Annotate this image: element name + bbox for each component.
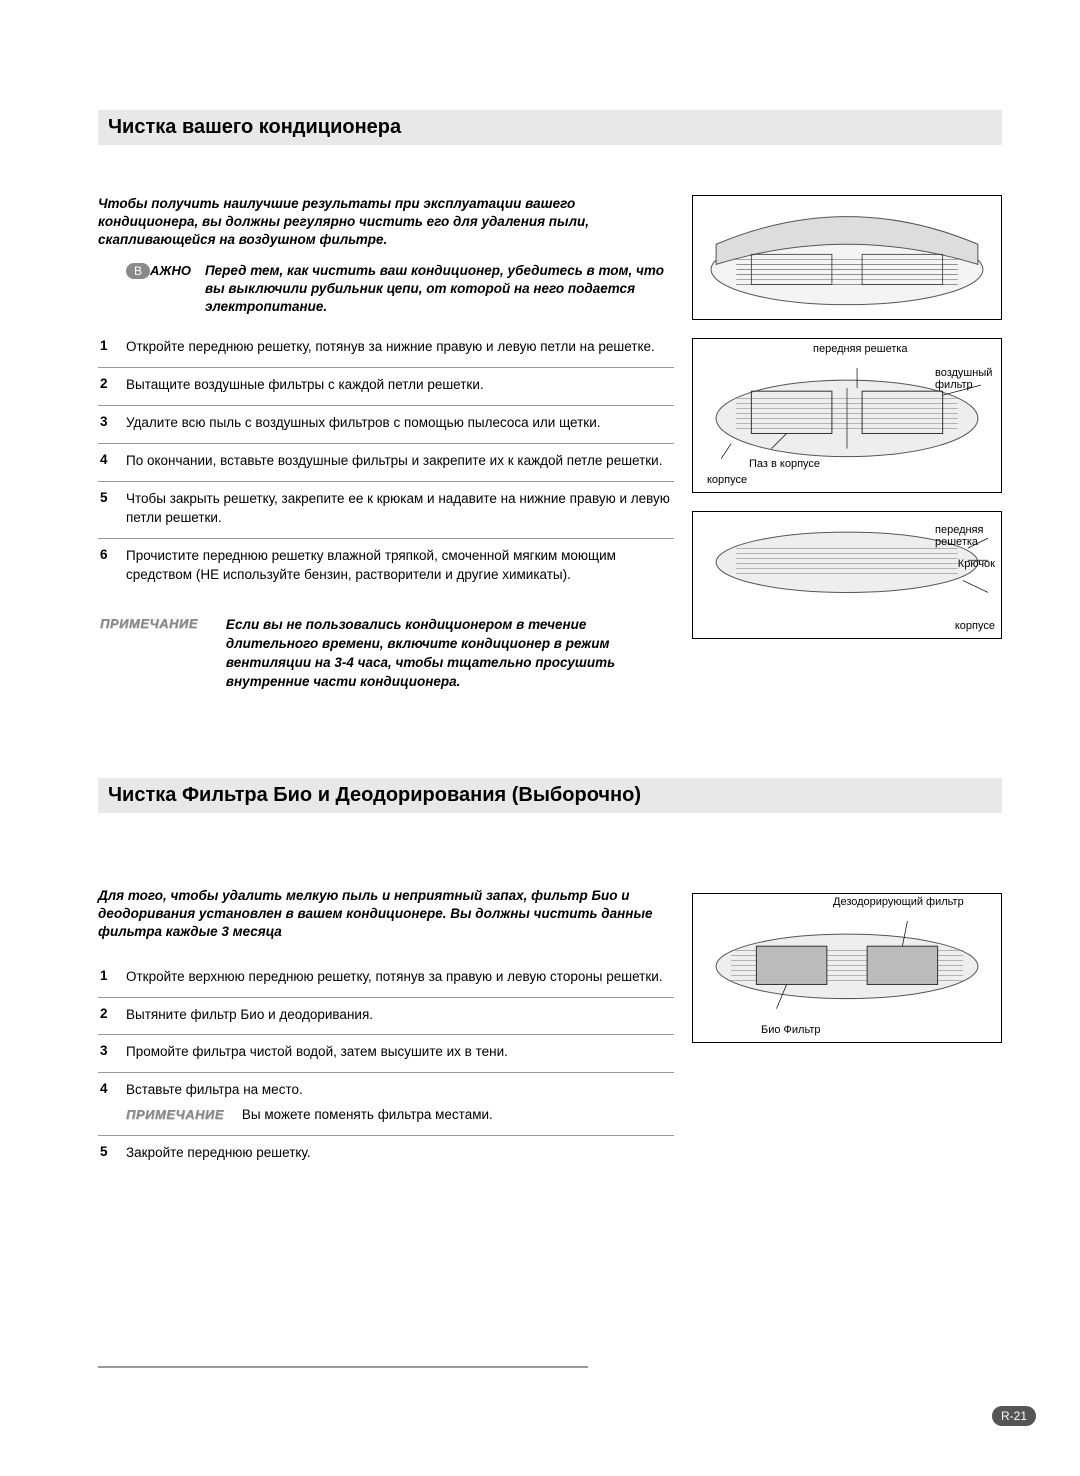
step-num: 3 xyxy=(100,414,116,433)
section1-title: Чистка вашего кондиционера xyxy=(108,116,992,139)
section2-content: Для того, чтобы удалить мелкую пыль и не… xyxy=(98,887,1002,1173)
step4-text: Вставьте фильтра на место. xyxy=(126,1082,303,1097)
step: 4 По окончании, вставьте воздушные фильт… xyxy=(98,444,674,482)
step: 5 Чтобы закрыть решетку, закрепите ее к … xyxy=(98,482,674,539)
label-hook: Крючок xyxy=(958,558,995,570)
diagram-ac-open xyxy=(692,195,1002,320)
note-text: Если вы не пользовались кондиционером в … xyxy=(226,616,674,692)
section1-right: передняя решетка воздушный фильтр Паз в … xyxy=(692,195,1002,692)
label-front-grille: передняя решетка xyxy=(813,343,908,355)
step: 3 Промойте фильтра чистой водой, затем в… xyxy=(98,1035,674,1073)
step-num: 5 xyxy=(100,1144,116,1163)
label-body: корпусе xyxy=(707,474,747,486)
label-air-filter: воздушный фильтр xyxy=(935,367,995,391)
section2-title: Чистка Фильтра Био и Деодорирования (Выб… xyxy=(108,784,992,807)
step-text: Удалите всю пыль с воздушных фильтров с … xyxy=(126,414,672,433)
important-text: Перед тем, как чистить ваш кондиционер, … xyxy=(205,262,674,317)
step: 4 Вставьте фильтра на место. ПРИМЕЧАНИЕ … xyxy=(98,1073,674,1136)
inline-note-text: Вы можете поменять фильтра местами. xyxy=(242,1106,672,1125)
step-text: Откройте верхнюю переднюю решетку, потян… xyxy=(126,968,672,987)
important-row: ВАЖНО Перед тем, как чистить ваш кондици… xyxy=(126,262,674,317)
step-text: Промойте фильтра чистой водой, затем выс… xyxy=(126,1043,672,1062)
label-bio: Био Фильтр xyxy=(761,1024,821,1036)
step-text: Откройте переднюю решетку, потянув за ни… xyxy=(126,338,672,357)
section1-title-bar: Чистка вашего кондиционера xyxy=(98,110,1002,145)
label-deodor: Дезодорирующий фильтр xyxy=(833,896,964,908)
step-text: Вставьте фильтра на место. ПРИМЕЧАНИЕ Вы… xyxy=(126,1081,672,1125)
ac-filters-icon xyxy=(701,916,993,1017)
section1-steps: 1 Откройте переднюю решетку, потянув за … xyxy=(98,330,674,594)
step-num: 5 xyxy=(100,490,116,528)
step-text: Вытяните фильтр Био и деодоривания. xyxy=(126,1006,672,1025)
important-label-rest: АЖНО xyxy=(150,263,191,278)
important-label: ВАЖНО xyxy=(126,262,191,280)
section2-right: Дезодорирующий фильтр Био Фильтр xyxy=(692,887,1002,1173)
step-num: 6 xyxy=(100,547,116,585)
step-text: Закройте переднюю решетку. xyxy=(126,1144,672,1163)
section1-intro: Чтобы получить наилучшие результаты при … xyxy=(98,195,674,250)
step: 1 Откройте верхнюю переднюю решетку, пот… xyxy=(98,960,674,998)
section2-intro: Для того, чтобы удалить мелкую пыль и не… xyxy=(98,887,674,942)
step-num: 2 xyxy=(100,376,116,395)
step-num: 4 xyxy=(100,452,116,471)
step-text: По окончании, вставьте воздушные фильтры… xyxy=(126,452,672,471)
diagram-ac-body: передняя решетка воздушный фильтр Паз в … xyxy=(692,338,1002,493)
diagram-filters: Дезодорирующий фильтр Био Фильтр xyxy=(692,893,1002,1043)
bottom-rule xyxy=(98,1366,588,1368)
section2-title-bar: Чистка Фильтра Био и Деодорирования (Выб… xyxy=(98,778,1002,813)
section1-content: Чтобы получить наилучшие результаты при … xyxy=(98,195,1002,692)
step-text: Вытащите воздушные фильтры с каждой петл… xyxy=(126,376,672,395)
section2: Чистка Фильтра Био и Деодорирования (Выб… xyxy=(98,778,1002,1173)
step: 3 Удалите всю пыль с воздушных фильтров … xyxy=(98,406,674,444)
step-num: 1 xyxy=(100,968,116,987)
inline-note: ПРИМЕЧАНИЕ Вы можете поменять фильтра ме… xyxy=(126,1106,672,1125)
step-text: Чтобы закрыть решетку, закрепите ее к кр… xyxy=(126,490,672,528)
step-num: 4 xyxy=(100,1081,116,1125)
ac-open-icon xyxy=(701,204,993,313)
section1-note: ПРИМЕЧАНИЕ Если вы не пользовались конди… xyxy=(100,616,674,692)
note-label: ПРИМЕЧАНИЕ xyxy=(100,616,198,692)
diagram-ac-hooks: передняя решетка Крючок корпусе xyxy=(692,511,1002,639)
page-number: R-21 xyxy=(992,1406,1036,1426)
label-front-grille2: передняя решетка xyxy=(935,524,995,548)
label-slot: Паз в корпусе xyxy=(749,458,820,470)
step: 5 Закройте переднюю решетку. xyxy=(98,1136,674,1173)
step: 6 Прочистите переднюю решетку влажной тр… xyxy=(98,539,674,595)
important-badge: В xyxy=(126,263,150,279)
step: 2 Вытяните фильтр Био и деодоривания. xyxy=(98,998,674,1036)
section2-steps: 1 Откройте верхнюю переднюю решетку, пот… xyxy=(98,960,674,1173)
section2-left: Для того, чтобы удалить мелкую пыль и не… xyxy=(98,887,674,1173)
inline-note-label: ПРИМЕЧАНИЕ xyxy=(126,1106,224,1125)
step: 1 Откройте переднюю решетку, потянув за … xyxy=(98,330,674,368)
section1-left: Чтобы получить наилучшие результаты при … xyxy=(98,195,674,692)
step: 2 Вытащите воздушные фильтры с каждой пе… xyxy=(98,368,674,406)
step-num: 2 xyxy=(100,1006,116,1025)
label-body2: корпусе xyxy=(955,620,995,632)
step-num: 1 xyxy=(100,338,116,357)
step-text: Прочистите переднюю решетку влажной тряп… xyxy=(126,547,672,585)
step-num: 3 xyxy=(100,1043,116,1062)
